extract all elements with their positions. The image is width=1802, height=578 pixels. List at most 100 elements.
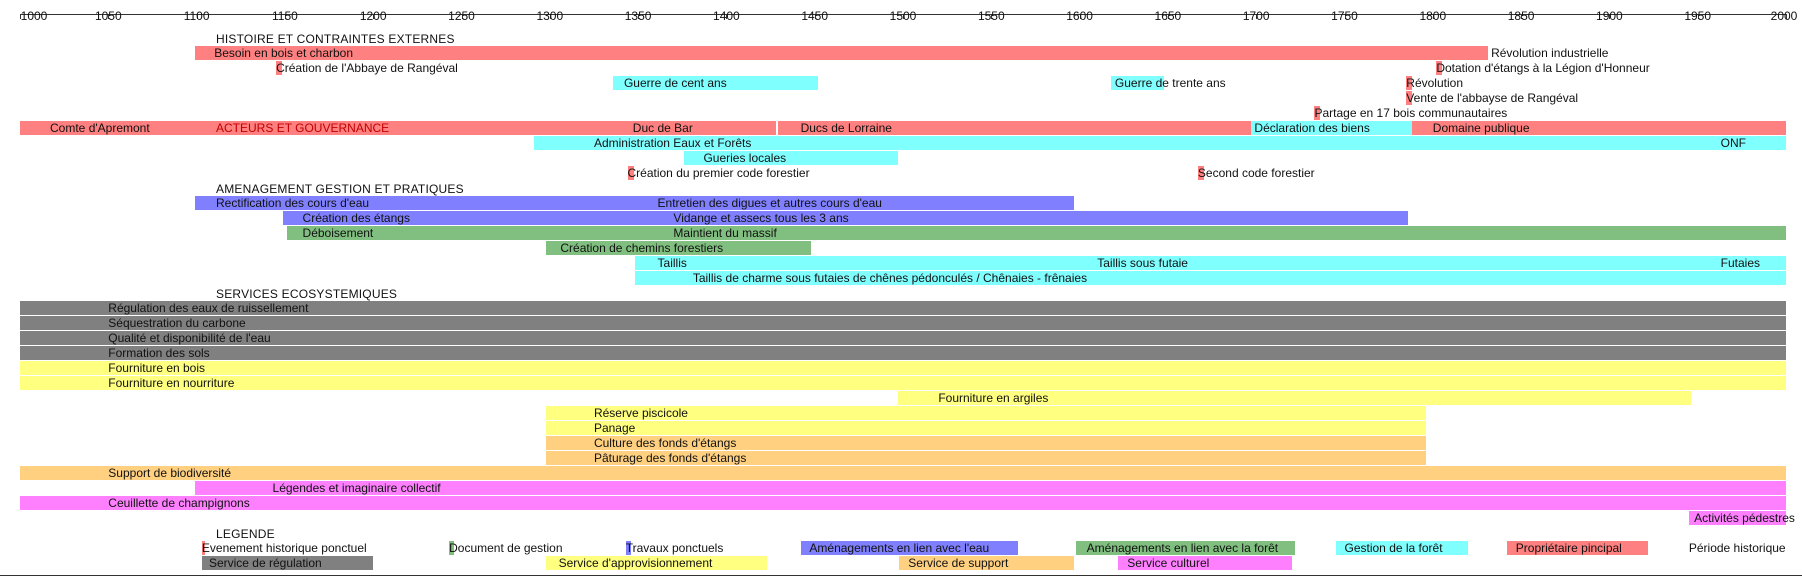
legend-label: Travaux ponctuels	[625, 541, 724, 555]
event-marker	[627, 166, 634, 180]
event-label: Vente de l'abbayse de Rangéval	[1406, 91, 1579, 105]
axis-tick	[1079, 14, 1081, 19]
axis-tick-label: 1500	[889, 9, 917, 23]
bar-label: Fourniture en bois	[108, 361, 206, 375]
bar-label: Entretien des digues et autres cours d'e…	[657, 196, 882, 210]
axis-tick-label: 1050	[94, 9, 122, 23]
axis-tick-label: 1850	[1507, 9, 1535, 23]
axis-tick-label: 1750	[1331, 9, 1358, 23]
bar-label: Formation des sols	[108, 346, 210, 360]
legend-label: Evenement historique ponctuel	[201, 541, 367, 555]
legend-label: Document de gestion	[449, 541, 563, 555]
axis-tick-label: 2000	[1770, 9, 1798, 23]
axis-tick	[1167, 14, 1169, 19]
axis-tick-label: 1800	[1419, 9, 1447, 23]
timeline-bar	[634, 211, 1409, 225]
bar-label: Duc de Bar	[632, 121, 693, 135]
axis-tick	[1786, 14, 1787, 19]
event-label: Création de l'Abbaye de Rangéval	[276, 61, 458, 75]
timeline-bar	[194, 46, 1488, 60]
bar-label: Rectification des cours d'eau	[216, 196, 370, 210]
axis-tick	[814, 14, 816, 19]
timeline-bar	[20, 121, 195, 135]
bar-label: Qualité et disponibilité de l'eau	[108, 331, 271, 345]
axis-tick-label: 1550	[977, 9, 1005, 23]
event-marker	[1436, 61, 1443, 75]
timeline-bar	[546, 451, 1426, 465]
section-title: LEGENDE	[216, 527, 275, 541]
timeline-bar	[777, 121, 1251, 135]
timeline-bar	[20, 346, 1786, 360]
axis-tick-label: 1350	[624, 9, 652, 23]
legend-label: Aménagements en lien avec la forêt	[1086, 541, 1279, 555]
axis-tick	[1344, 14, 1346, 19]
bar-label: Vidange et assecs tous les 3 ans	[673, 211, 849, 225]
legend-label: Propriétaire pincipal	[1515, 541, 1622, 555]
axis-tick-label: 1200	[359, 9, 387, 23]
event-label: Création du premier code forestier	[627, 166, 810, 180]
axis-tick	[991, 14, 993, 19]
axis-tick	[461, 14, 463, 19]
timeline-bar	[194, 196, 635, 210]
bar-label: Panage	[593, 421, 636, 435]
event-marker	[1406, 76, 1413, 90]
axis-tick-label: 1450	[801, 9, 829, 23]
timeline-bar	[20, 331, 1786, 345]
legend-swatch	[1118, 556, 1292, 570]
timeline-bar	[20, 466, 1786, 480]
timeline-bar	[283, 211, 635, 225]
legend-swatch	[546, 556, 768, 570]
timeline-bar	[1411, 121, 1786, 135]
axis-tick-label: 1000	[20, 9, 48, 23]
axis-tick-label: 1650	[1154, 9, 1182, 23]
axis-tick-label: 1250	[448, 9, 475, 23]
axis-tick	[726, 14, 728, 19]
event-label: Partage en 17 bois communautaires	[1314, 106, 1508, 120]
legend-swatch	[1076, 541, 1296, 555]
timeline-bar	[1111, 76, 1165, 90]
timeline-bar	[20, 301, 1786, 315]
legend-label: Service de régulation	[208, 556, 322, 570]
timeline-bar	[1076, 256, 1716, 270]
axis-tick-label: 1400	[713, 9, 740, 23]
bar-label: Ducs de Lorraine	[800, 121, 892, 135]
timeline-bar	[546, 436, 1426, 450]
bar-label: Support de biodiversité	[108, 466, 232, 480]
bar-label: Futaies	[1720, 256, 1761, 270]
bar-label: Légendes et imaginaire collectif	[272, 481, 441, 495]
bar-label: ACTEURS ET GOUVERNANCE	[216, 121, 390, 135]
bar-label: Besoin en bois et charbon	[214, 46, 354, 60]
timeline-bar	[613, 76, 819, 90]
axis-tick-label: 1950	[1684, 9, 1712, 23]
axis-tick	[1432, 14, 1434, 19]
legend-label: Période historique	[1688, 541, 1786, 555]
axis-tick	[1521, 14, 1523, 19]
timeline-bar	[194, 121, 623, 135]
bar-label: Activités pédestres	[1694, 511, 1795, 525]
legend-label: Service culturel	[1127, 556, 1210, 570]
bar-label: Taillis sous futaie	[1097, 256, 1188, 270]
legend-swatch	[201, 541, 206, 555]
timeline-bar	[897, 391, 1691, 405]
bar-label: Gueries locales	[703, 151, 787, 165]
axis-tick	[373, 14, 375, 19]
axis-tick	[549, 14, 551, 19]
bar-label: Taillis	[657, 256, 687, 270]
axis-tick	[1256, 14, 1258, 19]
event-label: Révolution	[1406, 76, 1463, 90]
event-marker	[1406, 91, 1413, 105]
row-label: Déboisement	[302, 226, 374, 240]
section-title: AMENAGEMENT GESTION ET PRATIQUES	[216, 182, 464, 196]
bar-label: Comte d'Apremont	[50, 121, 150, 135]
bar-label: Création de chemins forestiers	[560, 241, 724, 255]
bar-label: Administration Eaux et Forêts	[593, 136, 752, 150]
legend-swatch	[201, 556, 374, 570]
axis-tick	[1609, 14, 1611, 19]
legend-label: Aménagements en lien avec l'eau	[809, 541, 990, 555]
event-label: Dotation d'étangs à la Légion d'Honneur	[1436, 61, 1650, 75]
bar-label: Séquestration du carbone	[108, 316, 246, 330]
timeline-bar	[634, 196, 1075, 210]
legend-swatch	[1335, 541, 1469, 555]
timeline-bar	[20, 496, 1786, 510]
